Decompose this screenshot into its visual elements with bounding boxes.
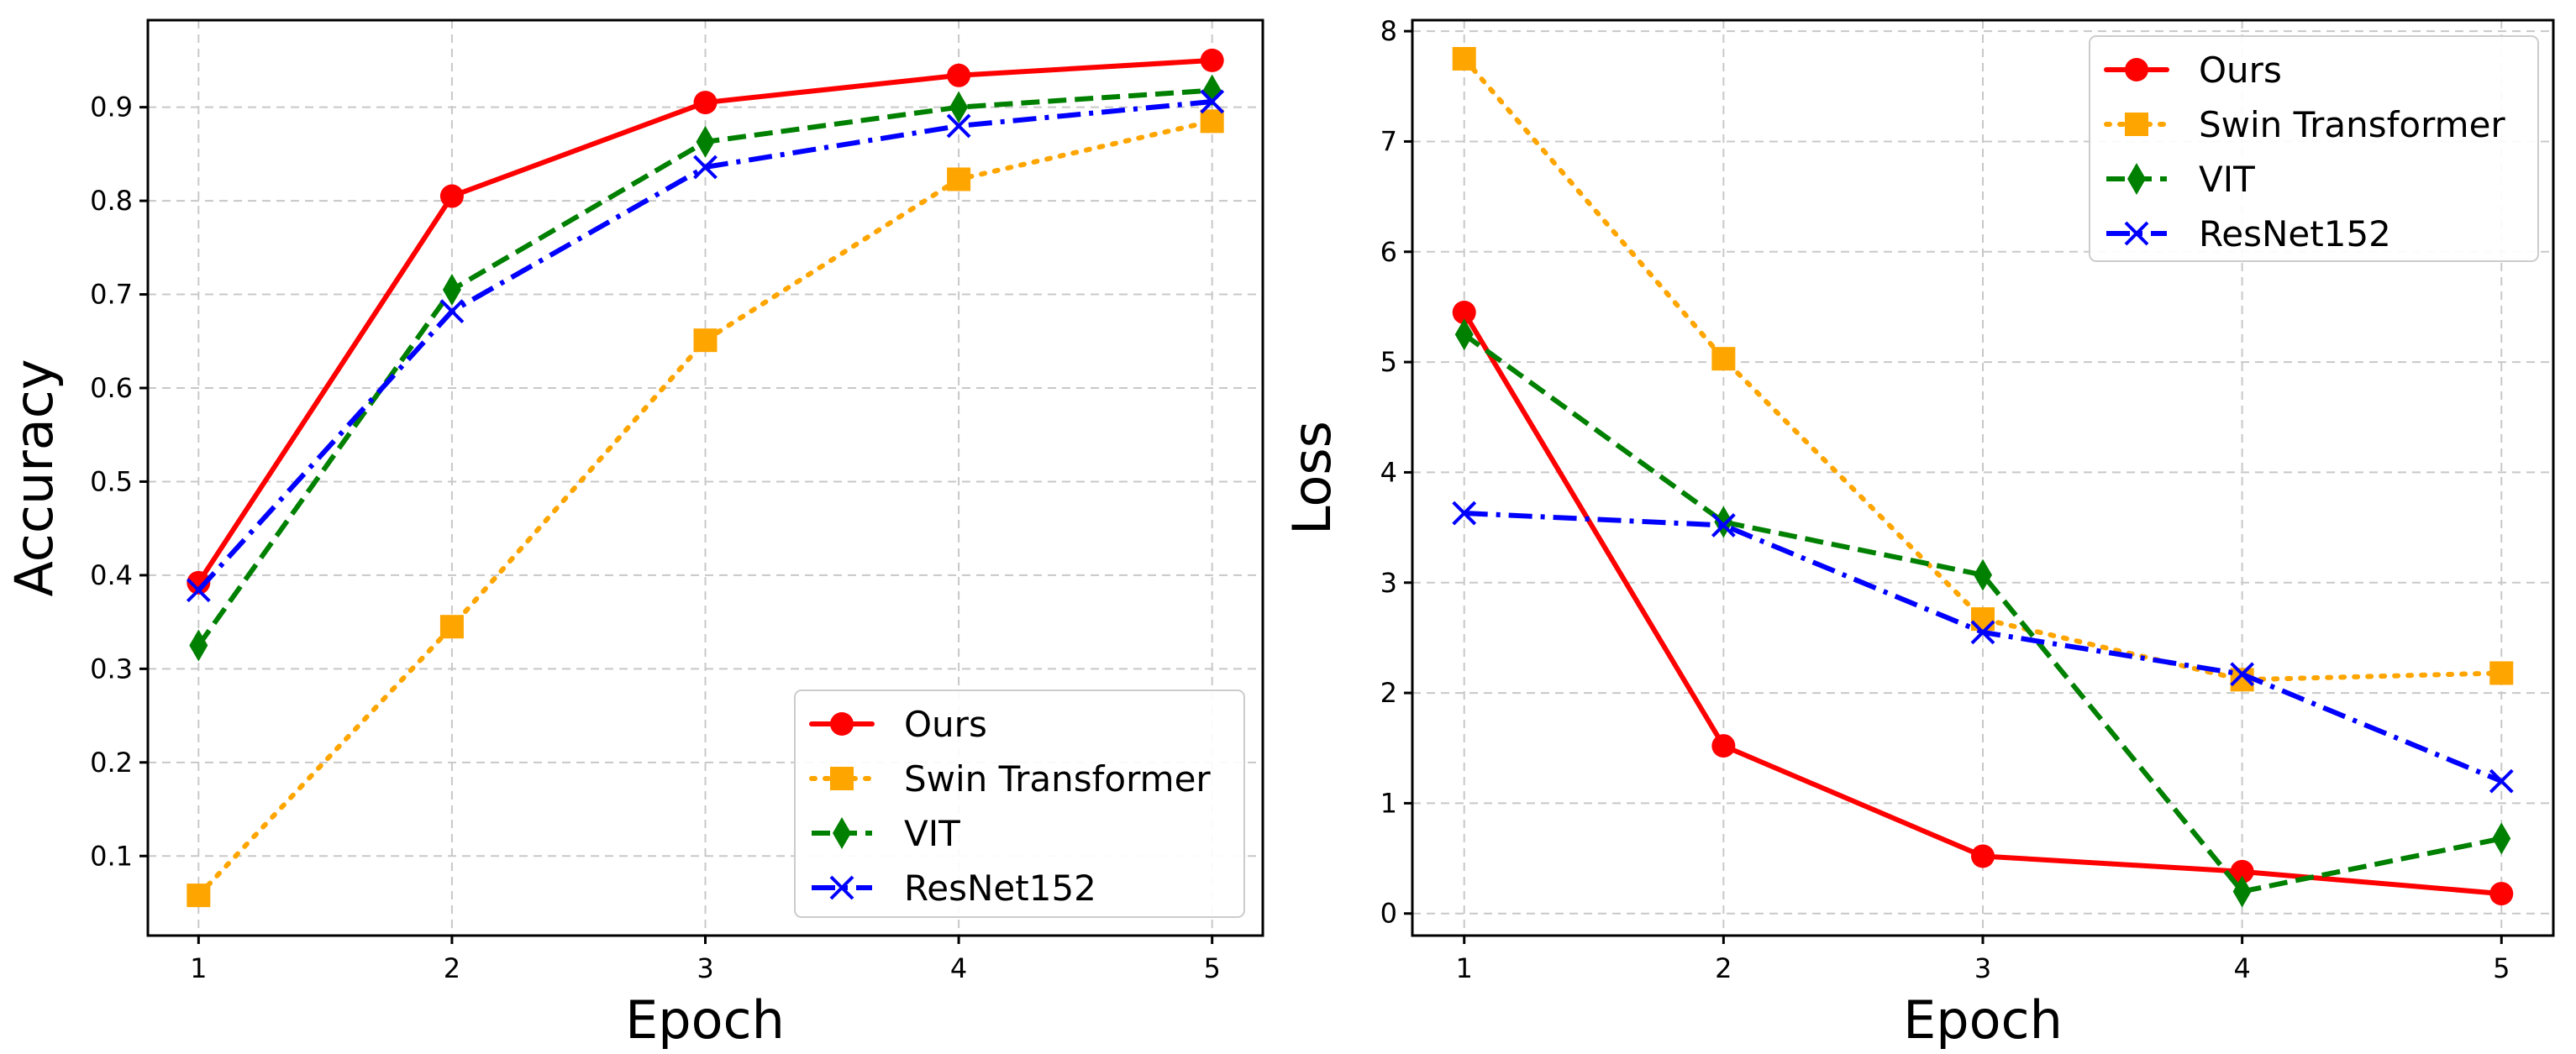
- loss-point-vit: [2232, 875, 2252, 908]
- loss-x-tick-label: 2: [1715, 952, 1732, 984]
- loss-point-ours: [2230, 859, 2254, 884]
- accuracy-x-tick-label: 3: [697, 952, 713, 984]
- accuracy-legend-label-ours: Ours: [904, 704, 987, 745]
- loss-point-vit: [2492, 822, 2511, 855]
- accuracy-x-tick-label: 1: [190, 952, 207, 984]
- accuracy-point-resnet152: [693, 155, 718, 180]
- accuracy-y-tick-label: 0.1: [90, 840, 133, 872]
- accuracy-y-axis-label: Accuracy: [3, 359, 65, 596]
- loss-legend-marker-resnet152: [2124, 221, 2149, 246]
- accuracy-legend-marker-resnet152: [829, 875, 854, 900]
- loss-legend: Ours Swin Transformer VIT ResNet152: [2089, 35, 2539, 262]
- accuracy-point-ours: [693, 91, 718, 115]
- loss-point-ours: [1971, 844, 1995, 868]
- loss-point-vit: [1454, 318, 1474, 351]
- accuracy-point-vit: [442, 273, 461, 306]
- loss-point-vit: [1974, 558, 1992, 591]
- loss-x-tick-label: 3: [1974, 952, 1991, 984]
- loss-legend-marker-swin-transformer: [2125, 113, 2148, 136]
- accuracy-legend-marker-swin-transformer: [830, 767, 854, 790]
- accuracy-legend: Ours Swin Transformer VIT ResNet152: [794, 690, 1245, 918]
- loss-point-swin-transformer: [1711, 347, 1736, 371]
- loss-point-resnet152: [1970, 620, 1995, 645]
- accuracy-x-tick-label: 4: [950, 952, 967, 984]
- accuracy-point-vit: [696, 125, 715, 158]
- accuracy-legend-marker-vit: [833, 817, 851, 849]
- loss-y-tick-label: 5: [1380, 346, 1397, 378]
- accuracy-point-swin-transformer: [439, 615, 464, 639]
- loss-point-resnet152: [1711, 513, 1736, 537]
- loss-y-tick-label: 8: [1380, 15, 1397, 47]
- accuracy-point-vit: [949, 91, 969, 123]
- accuracy-point-ours: [947, 63, 971, 87]
- accuracy-point-resnet152: [946, 113, 971, 139]
- loss-point-swin-transformer: [1971, 607, 1995, 632]
- accuracy-y-tick-label: 0.2: [90, 747, 133, 779]
- accuracy-y-tick-label: 0.4: [90, 559, 133, 591]
- loss-point-ours: [1452, 301, 1476, 325]
- accuracy-point-resnet152: [1200, 89, 1225, 114]
- accuracy-point-vit: [189, 629, 208, 662]
- loss-x-tick-label: 1: [1456, 952, 1473, 984]
- loss-y-axis-label: Loss: [1281, 421, 1343, 535]
- loss-point-resnet152: [1452, 501, 1477, 526]
- loss-legend-label-ours: Ours: [2199, 50, 2282, 91]
- loss-point-resnet152: [2489, 768, 2514, 794]
- accuracy-x-axis-label: Epoch: [625, 989, 785, 1051]
- loss-y-tick-label: 6: [1380, 236, 1397, 268]
- accuracy-legend-label-vit: VIT: [904, 813, 960, 854]
- loss-y-tick-label: 1: [1380, 787, 1397, 819]
- loss-y-tick-label: 7: [1380, 125, 1397, 157]
- accuracy-point-ours: [187, 570, 211, 595]
- loss-y-tick-label: 4: [1380, 456, 1397, 488]
- loss-chart: 1 2 3 4 5 0 1 2 3 4 5 6 7 8 Epoch Loss Ours Swin Trans…: [1281, 15, 2555, 1051]
- loss-y-tick-label: 2: [1380, 677, 1397, 709]
- accuracy-y-tick-label: 0.7: [90, 279, 133, 311]
- accuracy-legend-marker-ours: [830, 712, 854, 736]
- accuracy-legend-label-resnet152: ResNet152: [904, 868, 1096, 909]
- accuracy-point-ours: [439, 184, 464, 208]
- accuracy-point-swin-transformer: [1200, 109, 1224, 134]
- loss-legend-box: [2089, 35, 2539, 262]
- loss-legend-label-vit: VIT: [2199, 159, 2255, 200]
- loss-x-axis-label: Epoch: [1903, 989, 2063, 1051]
- accuracy-y-tick-label: 0.8: [90, 185, 133, 217]
- loss-y-tick-label: 0: [1380, 898, 1397, 930]
- accuracy-y-tick-label: 0.3: [90, 653, 133, 684]
- loss-point-ours: [1711, 734, 1736, 758]
- accuracy-y-tick-label: 0.6: [90, 372, 133, 404]
- accuracy-point-swin-transformer: [693, 328, 718, 353]
- accuracy-y-tick-label: 0.9: [90, 92, 133, 123]
- accuracy-y-tick-label: 0.5: [90, 465, 133, 497]
- accuracy-point-resnet152: [186, 578, 211, 603]
- loss-legend-marker-vit: [2127, 163, 2146, 195]
- loss-point-swin-transformer: [2489, 661, 2514, 685]
- loss-point-resnet152: [2230, 662, 2255, 687]
- loss-x-tick-label: 5: [2493, 952, 2510, 984]
- loss-legend-label-resnet152: ResNet152: [2199, 213, 2391, 254]
- accuracy-point-resnet152: [439, 299, 465, 324]
- loss-legend-marker-ours: [2125, 58, 2148, 81]
- loss-y-tick-label: 3: [1380, 567, 1397, 599]
- loss-point-ours: [2489, 882, 2514, 906]
- accuracy-x-tick-label: 5: [1204, 952, 1221, 984]
- accuracy-point-ours: [1200, 48, 1224, 72]
- loss-series-line-vit: [1462, 332, 2502, 894]
- accuracy-chart: 1 2 3 4 5 0.1 0.2 0.3 0.4 0.5 0.6 0.7 0.8 0.9 Epoch A…: [3, 18, 1264, 1051]
- accuracy-legend-box: [794, 690, 1245, 918]
- loss-legend-label-swin-transformer: Swin Transformer: [2199, 104, 2505, 145]
- loss-x-tick-label: 4: [2233, 952, 2250, 984]
- accuracy-point-swin-transformer: [187, 884, 211, 908]
- loss-point-swin-transformer: [1452, 46, 1476, 71]
- accuracy-point-swin-transformer: [947, 167, 971, 191]
- accuracy-x-tick-label: 2: [444, 952, 460, 984]
- accuracy-legend-label-swin-transformer: Swin Transformer: [904, 758, 1211, 800]
